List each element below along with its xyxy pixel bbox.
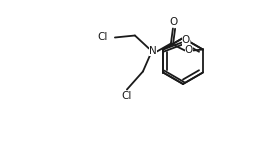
Text: O: O <box>170 18 178 28</box>
Text: Cl: Cl <box>122 91 132 102</box>
Text: O: O <box>182 35 190 45</box>
Text: Cl: Cl <box>98 33 108 42</box>
Text: O: O <box>182 38 191 48</box>
Text: O: O <box>185 46 193 55</box>
Text: N: N <box>149 47 157 56</box>
